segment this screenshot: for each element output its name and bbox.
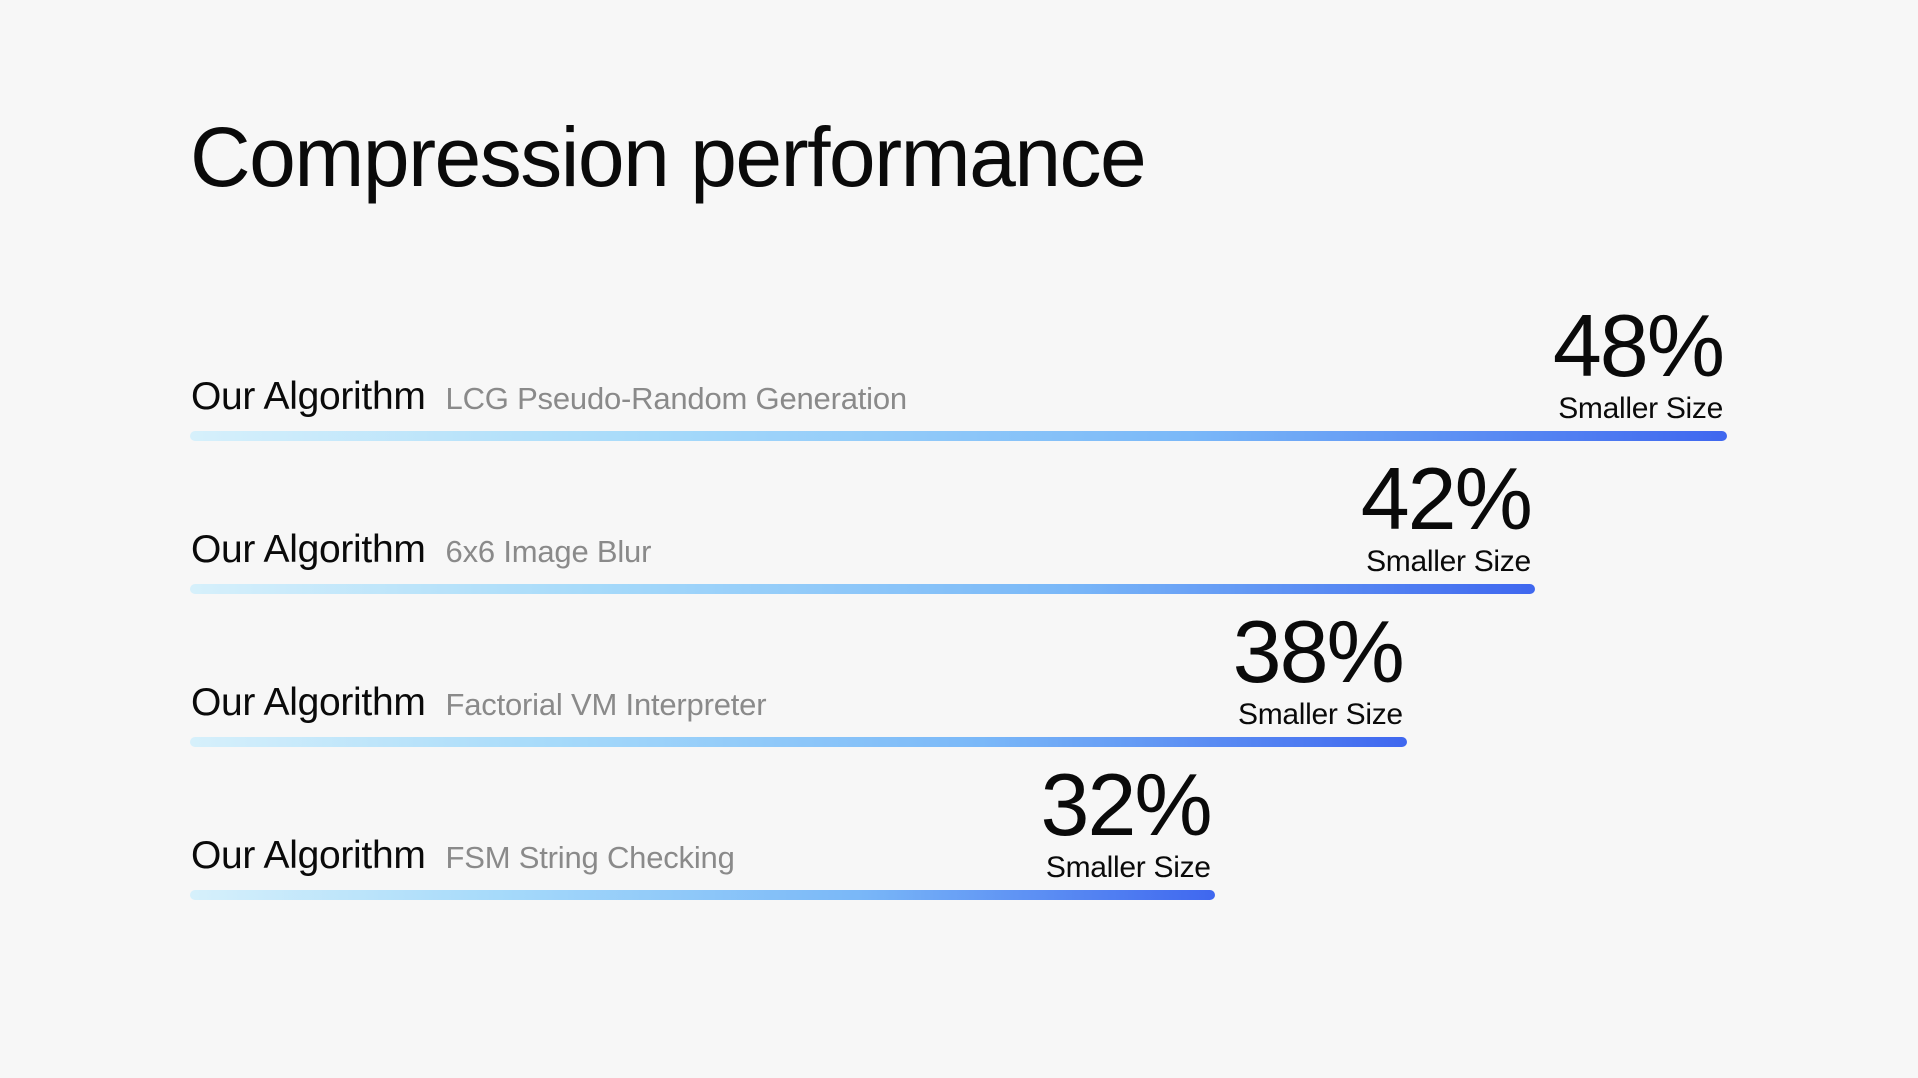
algorithm-label: Our Algorithm <box>191 528 426 571</box>
data-label: 38% Smaller Size <box>1232 602 1405 731</box>
value-label: 42% <box>1360 449 1533 548</box>
unit-label: Smaller Size <box>1238 698 1403 731</box>
row-label: Our Algorithm Factorial VM Interpreter <box>191 681 767 724</box>
row-label: Our Algorithm LCG Pseudo-Random Generatio… <box>191 377 907 416</box>
unit-label: Smaller Size <box>1366 545 1531 578</box>
bar <box>190 584 1535 594</box>
bar <box>190 431 1727 441</box>
row-label: Our Algorithm 6x6 Image Blur <box>191 530 651 569</box>
unit-label: Smaller Size <box>1045 851 1211 884</box>
algorithm-label: Our Algorithm <box>191 375 426 418</box>
bar <box>190 737 1407 747</box>
unit-label: Smaller Size <box>1558 392 1723 425</box>
bar <box>190 890 1215 900</box>
category-label: FSM String Checking <box>445 840 735 875</box>
data-label: 42% Smaller Size <box>1360 449 1533 578</box>
category-label: LCG Pseudo-Random Generation <box>445 381 908 416</box>
value-label: 38% <box>1232 602 1405 701</box>
value-label: 48% <box>1552 296 1725 395</box>
value-label: 32% <box>1040 755 1213 854</box>
data-label: 48% Smaller Size <box>1552 296 1725 425</box>
page-title: Compression performance <box>190 110 1147 204</box>
algorithm-label: Our Algorithm <box>191 834 426 877</box>
row-label: Our Algorithm FSM String Checking <box>191 836 735 875</box>
algorithm-label: Our Algorithm <box>191 681 426 724</box>
data-label: 32% Smaller Size <box>1040 755 1213 884</box>
category-label: Factorial VM Interpreter <box>445 687 767 722</box>
category-label: 6x6 Image Blur <box>445 534 652 569</box>
